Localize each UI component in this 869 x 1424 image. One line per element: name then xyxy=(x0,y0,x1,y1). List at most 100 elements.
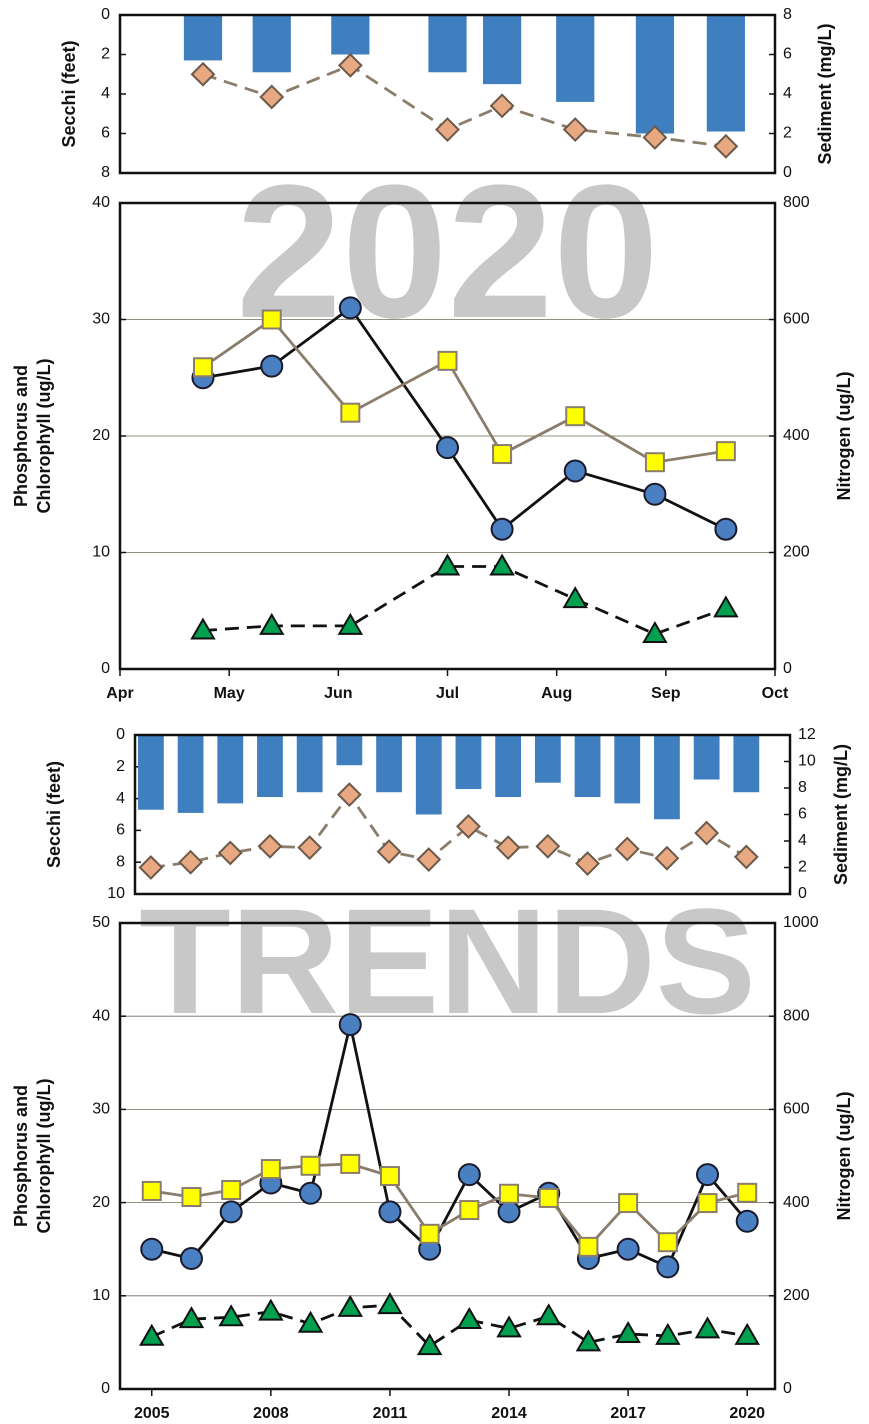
marker xyxy=(715,441,736,462)
y-tick-label: 6 xyxy=(116,822,125,839)
y2-tick-label: 8 xyxy=(798,779,807,796)
bar xyxy=(177,735,204,813)
marker xyxy=(499,1183,520,1204)
marker xyxy=(489,553,515,576)
bar xyxy=(257,735,283,798)
marker xyxy=(217,840,243,866)
y2-tick-label: 800 xyxy=(783,194,810,211)
bar xyxy=(137,735,164,810)
x-tick-label: 2011 xyxy=(373,1405,408,1422)
marker xyxy=(496,1315,522,1338)
marker xyxy=(713,595,739,618)
y-tick-label: 2 xyxy=(101,46,110,63)
marker xyxy=(616,1237,640,1261)
x-tick-label: May xyxy=(214,685,245,702)
marker xyxy=(497,1200,521,1224)
marker xyxy=(336,782,362,808)
plot-frame xyxy=(118,921,777,1391)
x-tick-label: Jun xyxy=(324,685,352,702)
marker xyxy=(562,586,588,609)
x-tick-label: 2008 xyxy=(253,1405,289,1422)
y2-tick-label: 200 xyxy=(783,1287,810,1304)
y-axis-label: Secchi (feet) xyxy=(59,40,79,147)
marker xyxy=(697,1193,718,1214)
y-tick-label: 0 xyxy=(116,726,125,743)
bar xyxy=(733,735,760,793)
marker xyxy=(489,93,515,119)
y-tick-label: 4 xyxy=(101,85,110,102)
y-axis-label: Phosphorus and xyxy=(11,1085,31,1227)
marker xyxy=(261,309,282,330)
bar xyxy=(495,735,522,798)
bar xyxy=(376,735,402,793)
marker xyxy=(538,1187,559,1208)
marker xyxy=(535,833,561,859)
y-tick-label: 8 xyxy=(101,164,110,181)
marker xyxy=(190,61,216,87)
marker xyxy=(696,1163,720,1187)
marker xyxy=(578,1236,599,1257)
marker xyxy=(258,1298,284,1321)
marker xyxy=(178,1306,205,1329)
marker xyxy=(190,617,216,640)
y-axis-label: Phosphorus and xyxy=(11,365,31,507)
plot-frame xyxy=(133,733,792,896)
bar xyxy=(693,735,720,780)
series-line xyxy=(202,305,727,532)
marker xyxy=(419,1223,440,1244)
y2-tick-label: 600 xyxy=(783,311,810,328)
y2-tick-label: 2 xyxy=(783,125,792,142)
marker xyxy=(737,1182,758,1203)
marker xyxy=(694,820,720,846)
marker xyxy=(575,851,600,876)
x-tick-label: 2014 xyxy=(491,1405,527,1422)
marker xyxy=(192,357,213,378)
bar xyxy=(614,735,641,804)
y2-tick-label: 200 xyxy=(783,544,810,561)
y2-tick-label: 1000 xyxy=(783,914,819,931)
y-tick-label: 4 xyxy=(116,790,125,807)
y2-tick-label: 400 xyxy=(783,1194,810,1211)
y-tick-label: 50 xyxy=(92,914,110,931)
marker xyxy=(614,836,640,862)
y-tick-label: 10 xyxy=(92,544,110,561)
marker xyxy=(694,1316,721,1339)
marker xyxy=(437,350,458,371)
bar xyxy=(556,15,595,102)
marker xyxy=(563,459,587,483)
plot-frame xyxy=(118,201,777,671)
marker xyxy=(618,1193,639,1214)
y2-tick-label: 0 xyxy=(798,885,807,902)
bar xyxy=(635,15,675,134)
bar xyxy=(217,735,244,804)
marker xyxy=(139,1323,165,1346)
marker xyxy=(457,1163,481,1187)
marker xyxy=(376,839,402,865)
x-tick-label: Sep xyxy=(651,685,681,702)
y-tick-label: 20 xyxy=(92,427,110,444)
marker xyxy=(300,1155,321,1176)
marker xyxy=(434,553,461,576)
marker xyxy=(338,1013,362,1037)
y-tick-label: 40 xyxy=(92,1007,110,1024)
marker xyxy=(615,1321,641,1344)
watermark: 2020 xyxy=(236,146,659,358)
marker xyxy=(140,1237,164,1261)
marker xyxy=(297,835,323,861)
bar xyxy=(428,15,467,73)
bar xyxy=(654,735,680,820)
marker xyxy=(456,1307,483,1330)
y2-tick-label: 4 xyxy=(783,85,792,102)
plot-frame xyxy=(118,13,777,175)
marker xyxy=(735,1209,759,1233)
y2-tick-label: 10 xyxy=(798,753,816,770)
marker xyxy=(435,117,460,142)
y2-tick-label: 8 xyxy=(783,6,792,23)
marker xyxy=(490,517,514,541)
bar xyxy=(336,735,363,766)
marker xyxy=(657,1232,678,1253)
y2-axis-label: Sediment (mg/L) xyxy=(831,744,851,885)
x-tick-label: 2020 xyxy=(729,1405,765,1422)
marker xyxy=(436,436,459,460)
